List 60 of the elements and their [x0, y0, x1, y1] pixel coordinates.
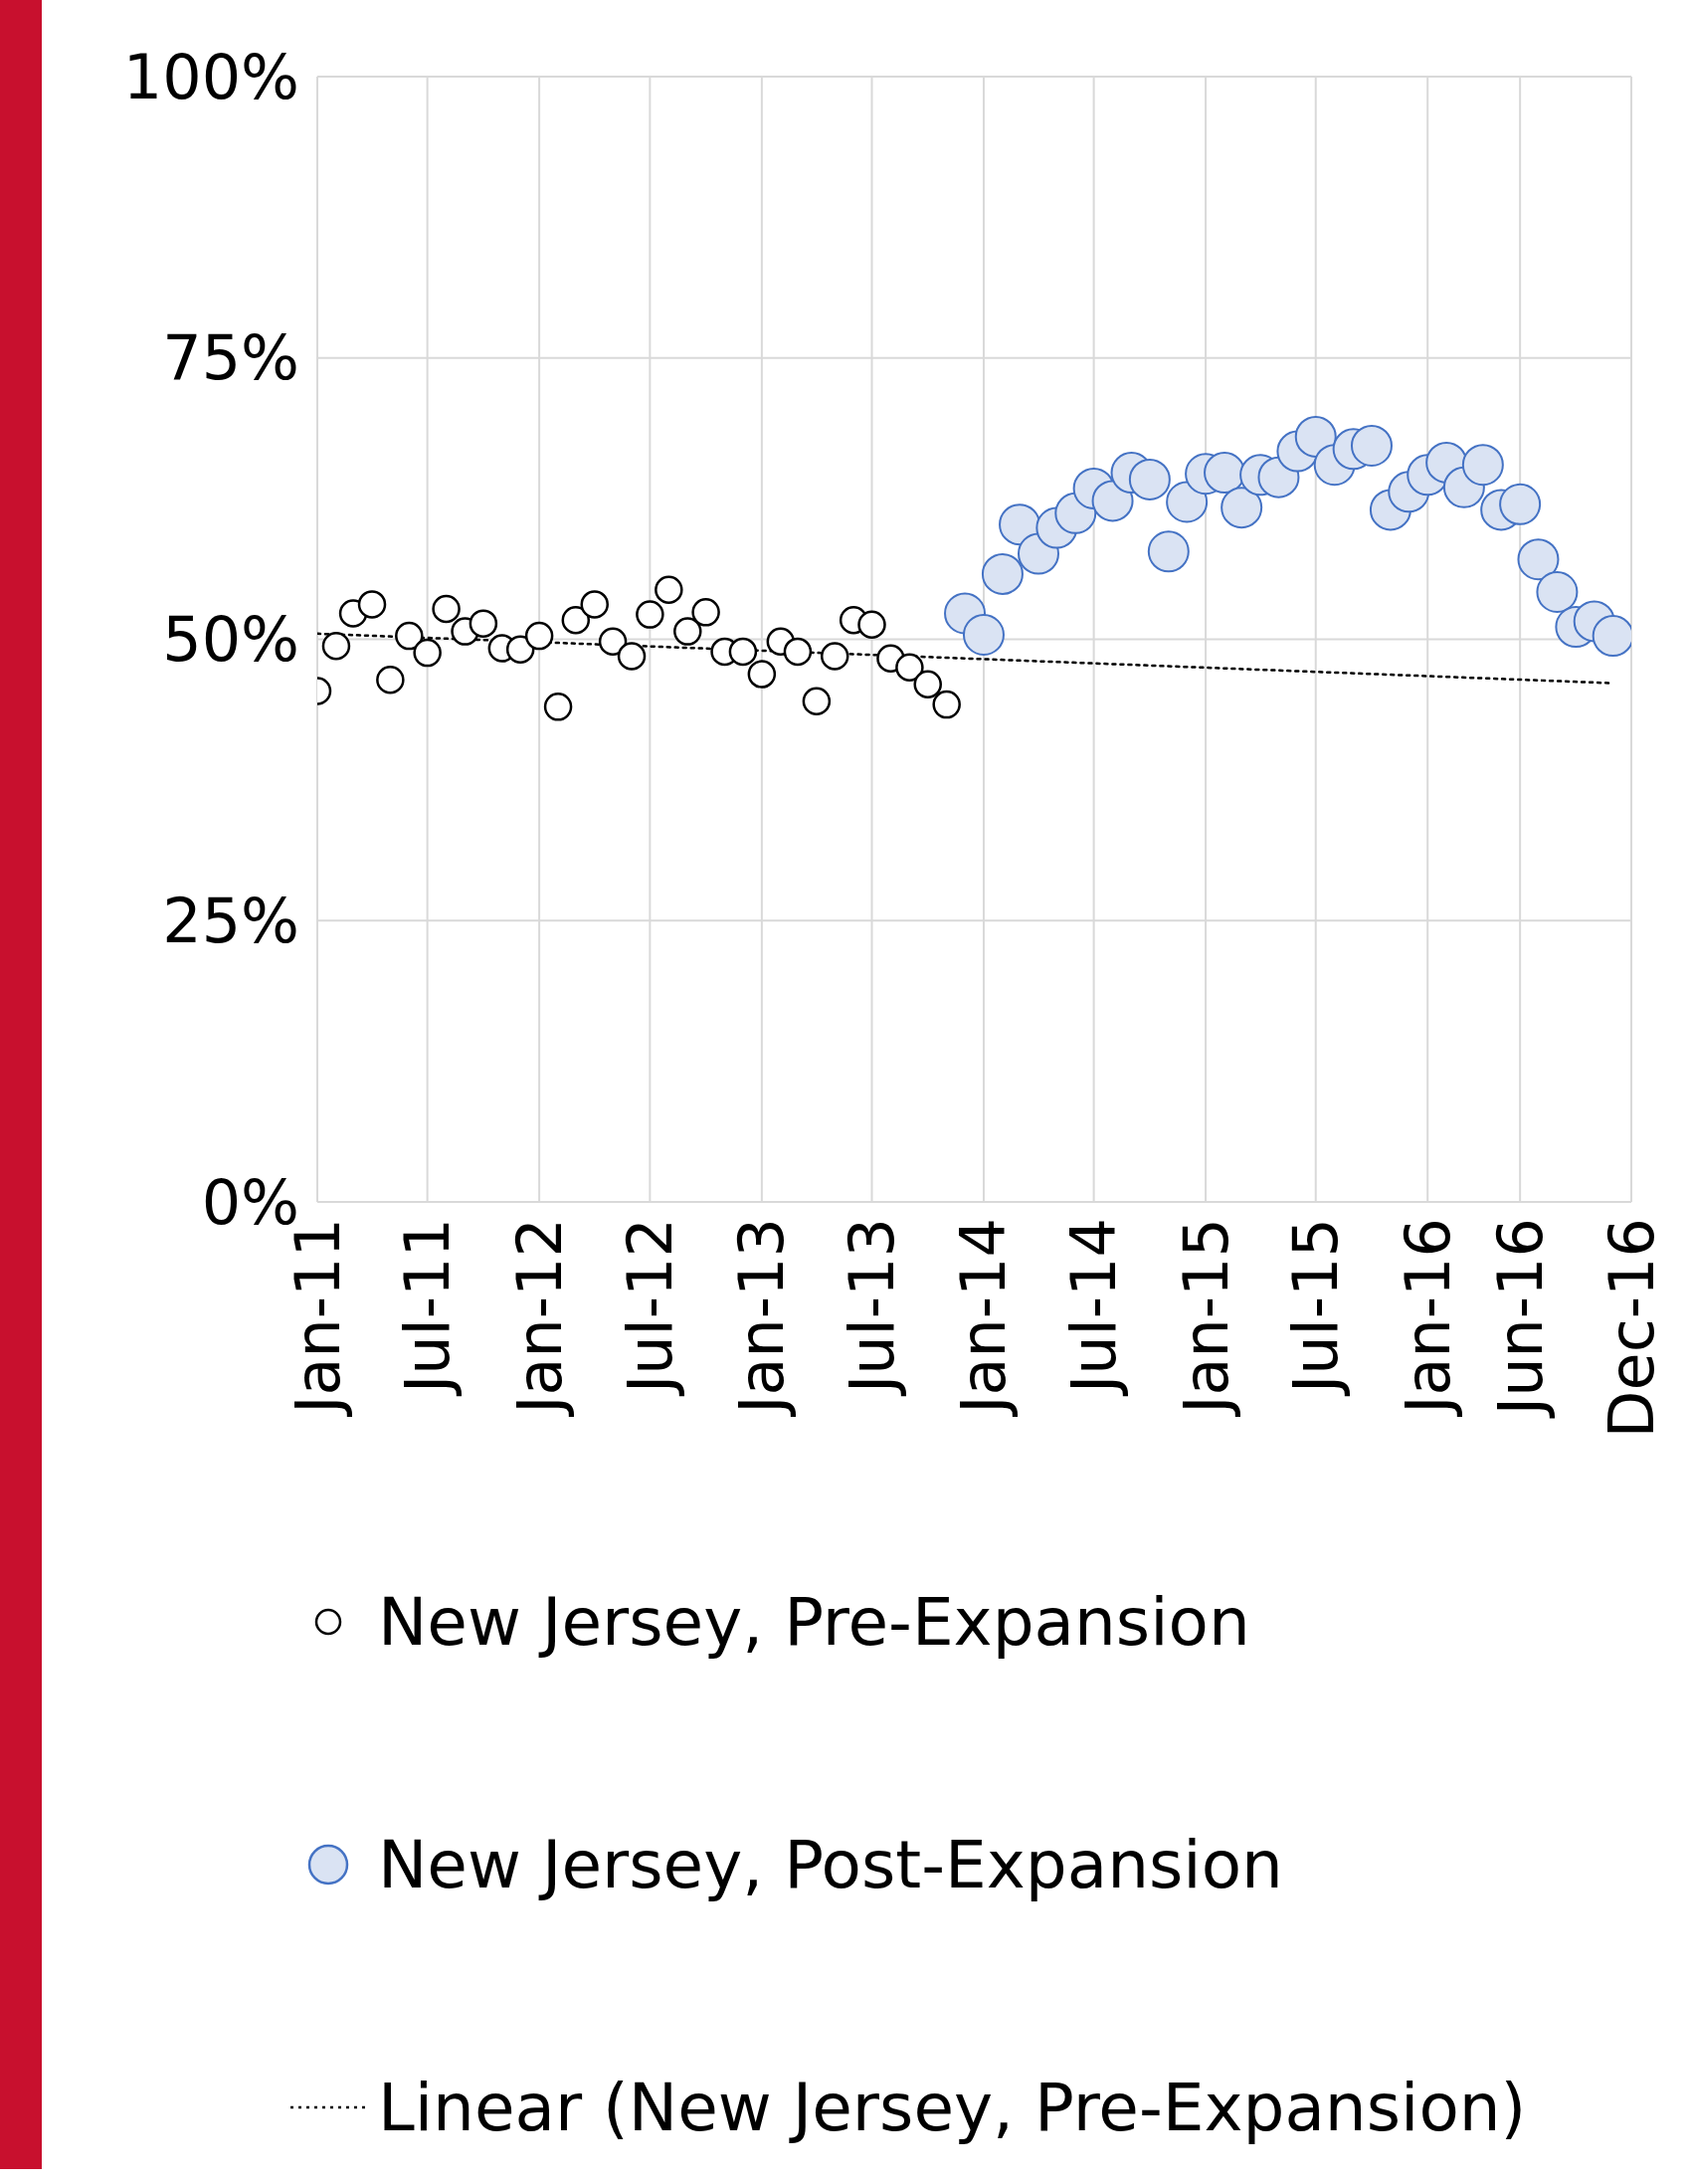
x-tick-label: Jul-15: [1279, 1218, 1353, 1398]
x-tick-label: Jan-14: [947, 1218, 1021, 1418]
x-tick-label: Jan-16: [1391, 1218, 1464, 1418]
point: [1536, 571, 1579, 613]
point: [1461, 444, 1504, 487]
x-tick-label: Jan-13: [725, 1218, 799, 1418]
point: [580, 590, 609, 619]
point: [1294, 415, 1337, 458]
point: [432, 594, 461, 624]
y-tick-label: 25%: [162, 884, 299, 957]
legend-label: Linear (New Jersey, Pre-Expansion): [378, 2069, 1527, 2146]
point: [413, 638, 442, 668]
x-tick-label: Jul-11: [391, 1218, 465, 1398]
point: [1091, 480, 1134, 522]
x-tick-label: Jun-16: [1483, 1218, 1557, 1420]
point: [655, 575, 683, 604]
point: [913, 670, 942, 698]
x-tick-label: Jul-14: [1057, 1218, 1131, 1398]
point: [728, 637, 758, 667]
point: [820, 642, 849, 671]
point: [691, 598, 720, 627]
point: [895, 653, 924, 683]
point: [376, 665, 405, 695]
point: [747, 660, 777, 689]
point: [469, 609, 498, 638]
y-tick-label: 100%: [122, 40, 299, 113]
y-tick-label: 75%: [162, 321, 299, 395]
point: [1128, 458, 1171, 500]
point: [636, 600, 664, 629]
point: [981, 552, 1024, 595]
point: [505, 635, 535, 664]
point: [1517, 538, 1560, 581]
x-tick-label: Dec-16: [1595, 1218, 1668, 1439]
legend-label: New Jersey, Pre-Expansion: [378, 1583, 1250, 1661]
point: [802, 687, 832, 715]
point: [1147, 530, 1190, 573]
point: [561, 606, 591, 635]
x-tick-label: Jul-12: [613, 1218, 686, 1398]
point: [395, 621, 424, 651]
point: [1499, 483, 1542, 525]
point: [1221, 487, 1263, 529]
point: [932, 690, 961, 719]
legend-label: New Jersey, Post-Expansion: [378, 1826, 1283, 1903]
point: [857, 610, 886, 640]
point: [1204, 452, 1246, 495]
point: [1350, 424, 1393, 467]
point: [524, 621, 554, 651]
x-tick-label: Jan-12: [502, 1218, 576, 1418]
point: [962, 613, 1005, 656]
point: [1166, 481, 1209, 523]
point: [321, 632, 351, 661]
x-tick-label: Jul-13: [836, 1218, 908, 1398]
point: [357, 590, 387, 619]
point: [673, 617, 702, 646]
point: [598, 627, 628, 657]
point: [617, 642, 647, 671]
point: [543, 693, 573, 721]
point: [783, 637, 813, 667]
y-tick-label: 50%: [162, 603, 299, 676]
x-tick-label: Jan-15: [1169, 1218, 1242, 1418]
